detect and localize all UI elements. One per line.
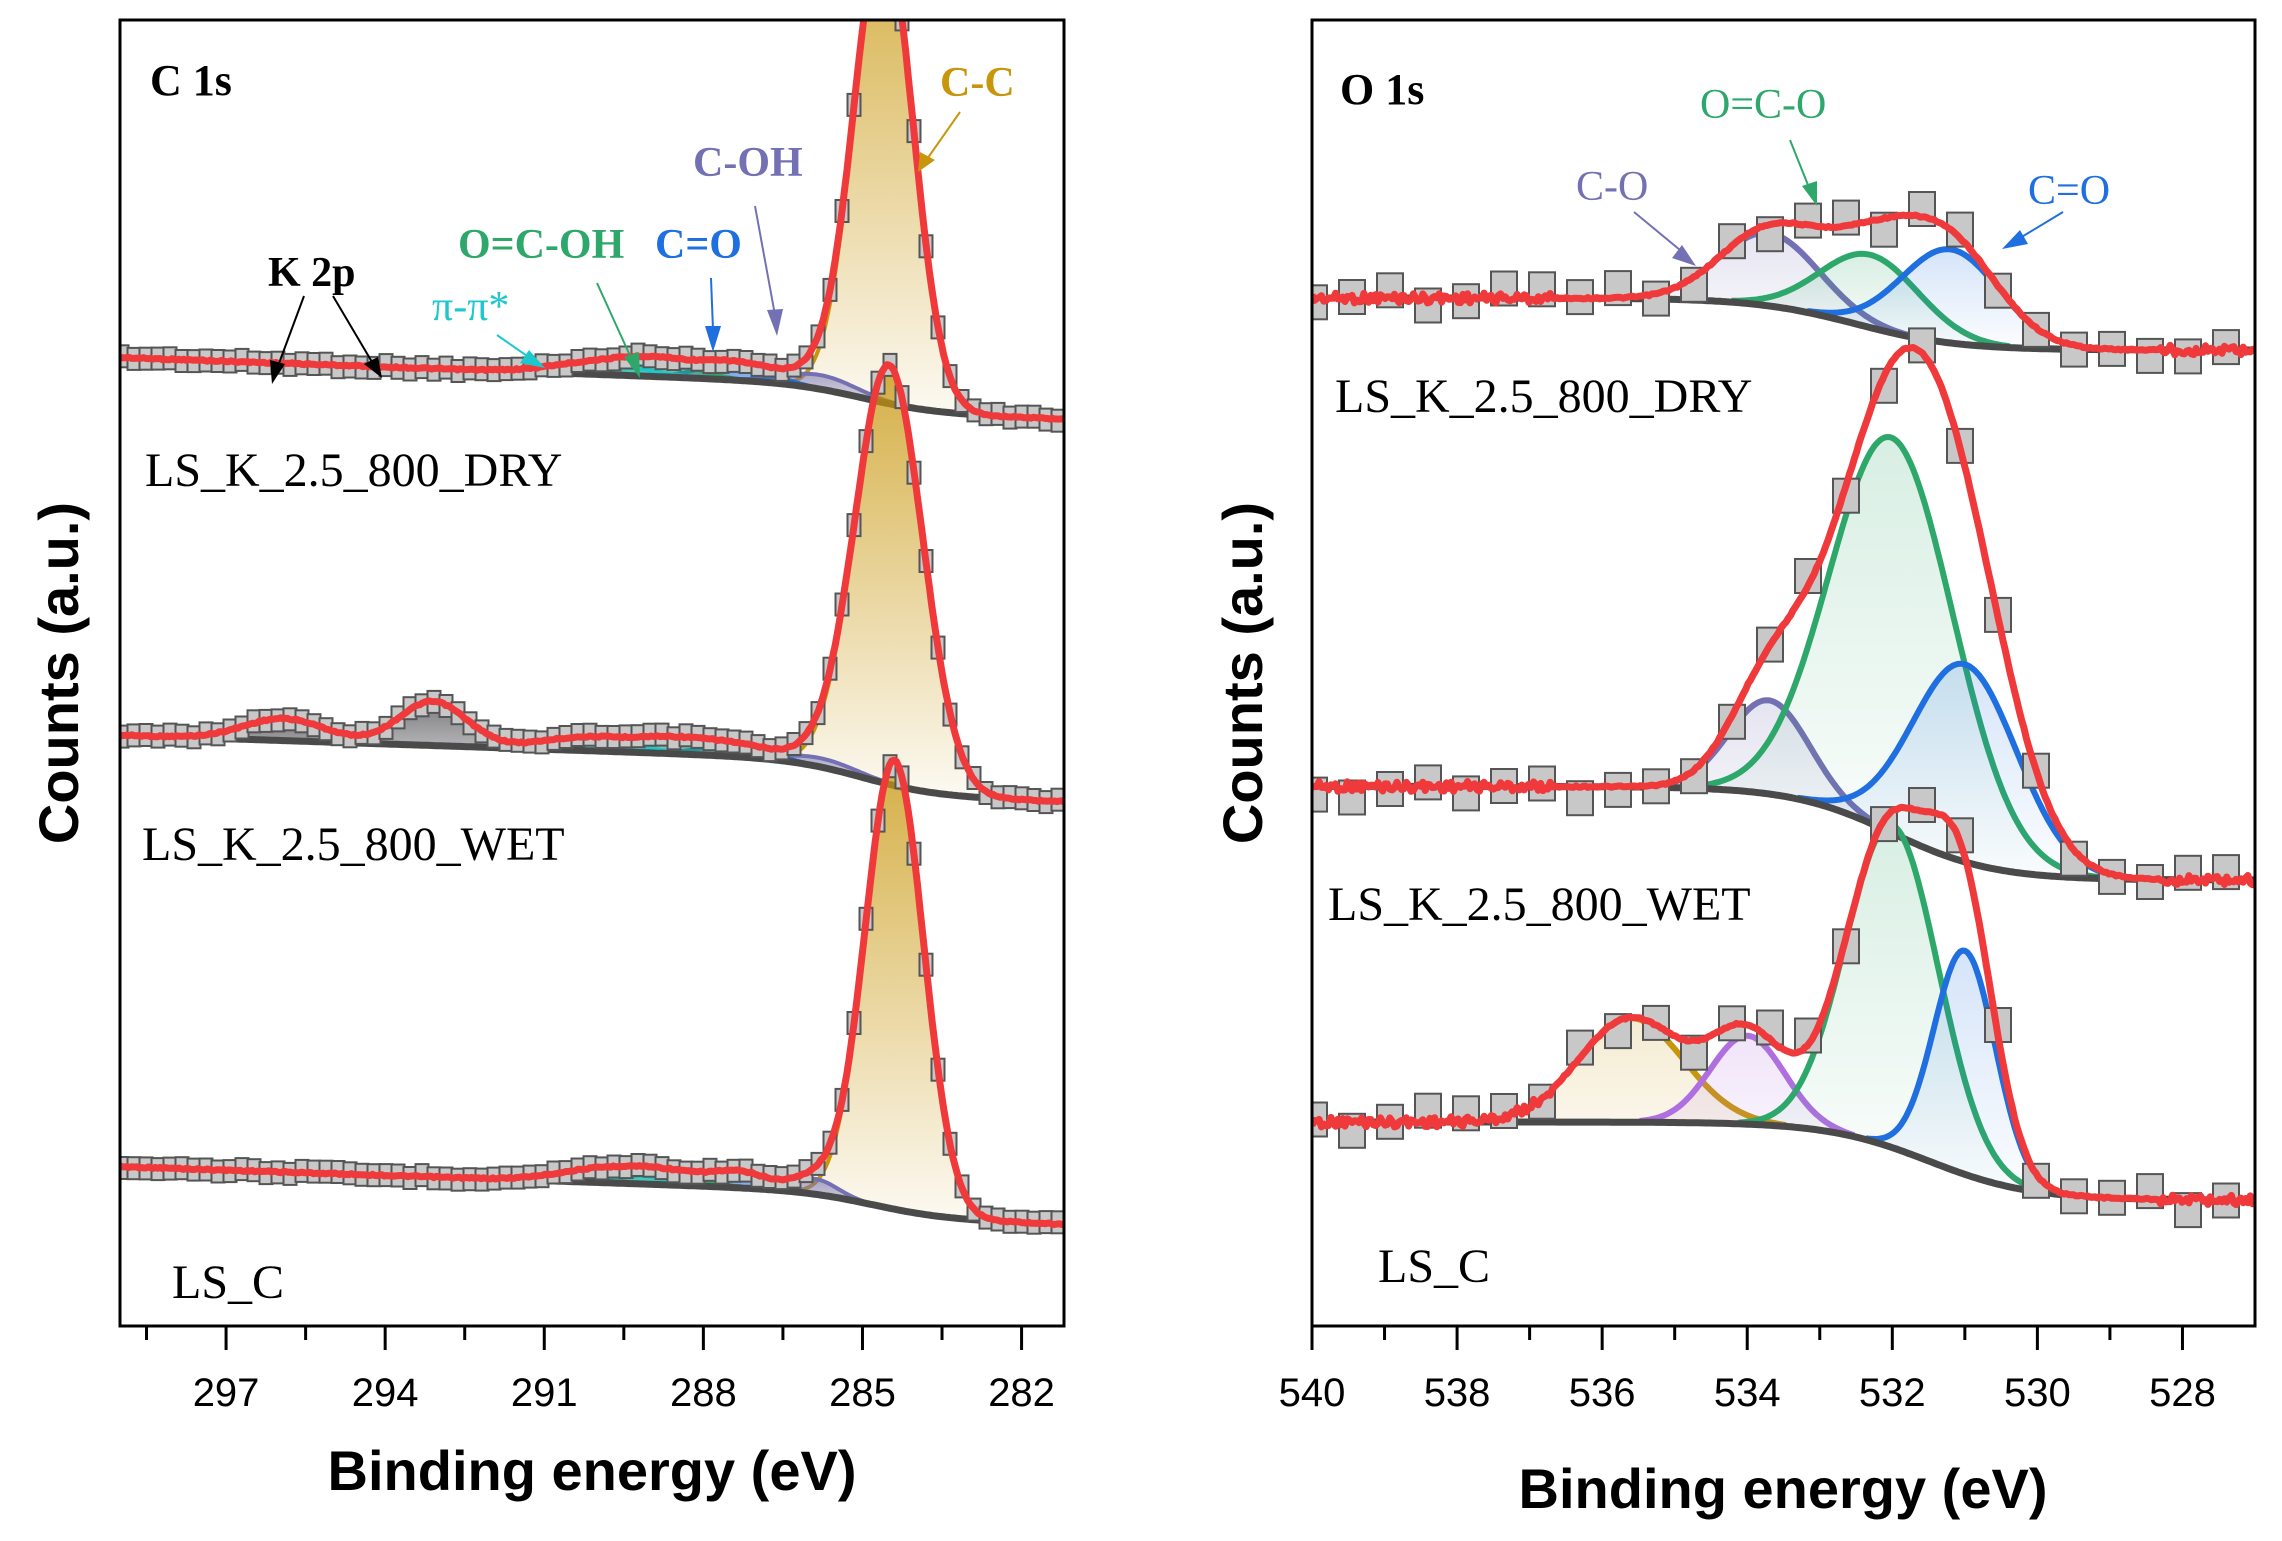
x-tick-label: 532 (1859, 1371, 1926, 1415)
data-points (1312, 787, 2240, 1229)
data-point (1642, 280, 1670, 317)
sample-label-dry-o1s: LS_K_2.5_800_DRY (1335, 370, 1752, 423)
x-tick-label: 534 (1714, 1371, 1781, 1415)
o1s-y-axis-label: Counts (a.u.) (1211, 502, 1274, 844)
annot-c-c: C-C (940, 60, 1015, 106)
annot-c-double-o: C=O (655, 222, 742, 268)
arrow-o-c-o (1789, 139, 1811, 191)
annot-arrows-c1s (270, 111, 961, 384)
arrow-c-double-o-o1s (2019, 211, 2064, 239)
data-point (860, 0, 873, 14)
c1s-x-ticks: 297 294 291 288 285 282 (145, 1326, 1055, 1415)
arrow-c-o (1633, 211, 1681, 251)
x-tick-label: 291 (511, 1371, 578, 1415)
arrow-c-oh-head (767, 309, 783, 336)
arrow-o-c-oh-head (624, 352, 640, 378)
o1s-frame (1310, 18, 2257, 1328)
x-tick-label: 536 (1569, 1371, 1636, 1415)
annot-c-double-o-o1s: C=O (2028, 168, 2110, 214)
c1s-title: C 1s (150, 56, 232, 105)
arrow-c-oh (754, 205, 776, 316)
arrow-o-c-oh (596, 282, 633, 361)
fit-envelope (120, 756, 1064, 1228)
arrow-c-c (924, 111, 961, 163)
annot-o-c-oh: O=C-OH (458, 222, 624, 268)
c1s-y-axis-label: Counts (a.u.) (27, 502, 90, 844)
component-fill-O=C-O (1312, 437, 2255, 880)
arrow-c-o-head (1672, 245, 1696, 266)
x-tick-label: 282 (988, 1371, 1055, 1415)
series-LS_C (120, 754, 1064, 1235)
arrow-k2p-2 (332, 295, 373, 363)
data-point (2136, 337, 2164, 374)
component-fill-C=O (1312, 663, 2255, 880)
o1s-panel: 540 538 536 534 532 530 528 O 1s O=C-O C-O C=O… (1211, 18, 2257, 1520)
c1s-plot-area (120, 0, 1064, 1235)
component-fill-O=C-O (1312, 253, 2255, 350)
o1s-plot-area (1312, 191, 2255, 1229)
series-LS_K_2.5_800_DRY (1312, 191, 2255, 375)
arrow-k2p-1 (277, 295, 305, 367)
sample-label-wet-c1s: LS_K_2.5_800_WET (142, 818, 565, 871)
arrow-c-double-o (710, 277, 714, 331)
series-LS_K_2.5_800_DRY (120, 0, 1064, 433)
arrow-pi-pi-head (520, 350, 545, 368)
fit-envelope (1312, 211, 2255, 359)
x-tick-label: 294 (352, 1371, 419, 1415)
x-tick-label: 540 (1279, 1371, 1346, 1415)
arrow-c-c-head (918, 152, 935, 172)
series-LS_K_2.5_800_WET (1312, 327, 2255, 900)
data-point (2174, 338, 2202, 375)
x-tick-label: 297 (193, 1371, 260, 1415)
x-tick-label: 288 (670, 1371, 737, 1415)
data-point (1794, 202, 1822, 239)
o1s-x-ticks: 540 538 536 534 532 530 528 (1279, 1326, 2216, 1415)
sample-label-dry-c1s: LS_K_2.5_800_DRY (145, 444, 562, 497)
annot-arrows-o1s (1633, 139, 2064, 266)
annot-o-c-o: O=C-O (1700, 82, 1826, 128)
data-points (1312, 191, 2240, 375)
annot-c-oh: C-OH (693, 140, 803, 186)
o1s-title: O 1s (1340, 65, 1424, 114)
data-point (1908, 787, 1936, 823)
fit-envelope (1312, 803, 2255, 1209)
arrow-k2p-2-head (364, 357, 382, 378)
arrow-c-double-o-head (705, 326, 721, 352)
sample-label-lsc-c1s: LS_C (172, 1256, 284, 1309)
x-tick-label: 530 (2004, 1371, 2071, 1415)
annot-c-o: C-O (1576, 164, 1648, 210)
fit-envelope (1312, 344, 2255, 889)
annot-pi-pi: π-π* (432, 284, 509, 330)
x-tick-label: 538 (1424, 1371, 1491, 1415)
x-tick-label: 528 (2149, 1371, 2216, 1415)
c1s-panel: 297 294 291 288 285 282 C 1s C-C C-OH C=O O=C… (27, 0, 1066, 1502)
component-fill-C-C (120, 760, 1064, 1225)
fit-envelope (120, 361, 1064, 806)
o1s-x-axis-label: Binding energy (eV) (1519, 1457, 2048, 1520)
arrow-pi-pi (496, 334, 531, 359)
series-LS_C (1312, 787, 2255, 1229)
c1s-x-axis-label: Binding energy (eV) (328, 1439, 857, 1502)
c1s-frame (118, 18, 1066, 1328)
component-fill-C=O (1312, 249, 2255, 350)
series-LS_K_2.5_800_WET (120, 352, 1064, 815)
annot-k2p: K 2p (268, 250, 356, 296)
x-tick-label: 285 (829, 1371, 896, 1415)
arrow-o-c-o-head (1802, 181, 1817, 206)
arrow-k2p-1-head (270, 360, 285, 384)
sample-label-lsc-o1s: LS_C (1378, 1240, 1490, 1293)
arrow-c-double-o-o1s-head (2002, 230, 2028, 249)
sample-label-wet-o1s: LS_K_2.5_800_WET (1328, 878, 1751, 931)
